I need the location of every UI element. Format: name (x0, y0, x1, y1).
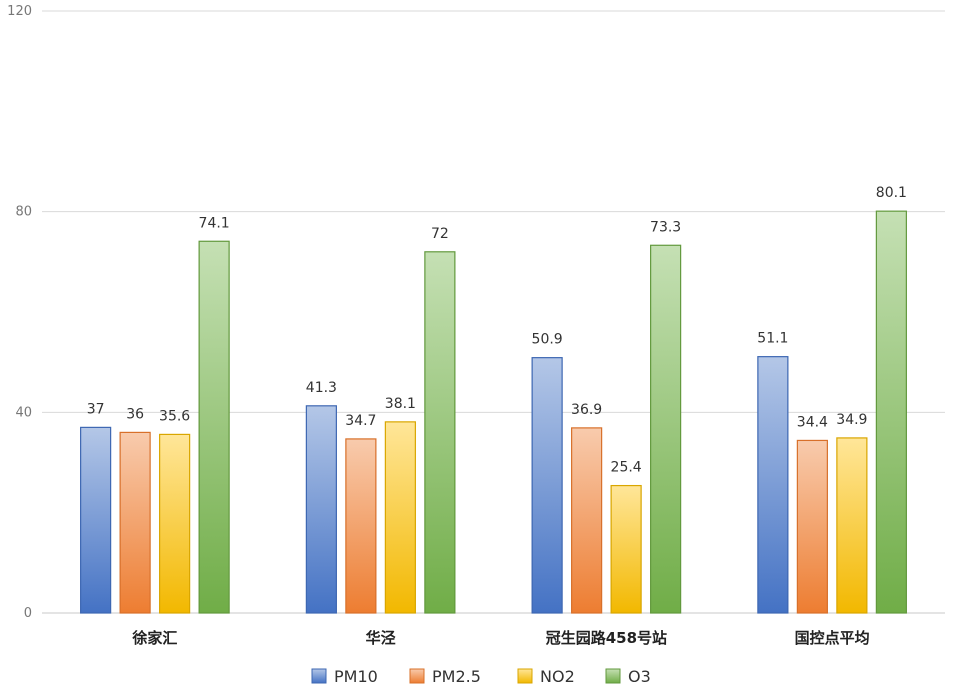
data-label: 74.1 (199, 215, 230, 231)
bar-pm2-5-1 (345, 438, 377, 614)
data-label: 34.7 (345, 413, 376, 429)
legend-item-pm2-5: PM2.5 (409, 667, 481, 686)
bar-no2-1 (384, 421, 416, 614)
y-axis-ticks: 0 40 80 120 (7, 4, 32, 621)
gridlines (42, 10, 945, 614)
data-label: 35.6 (159, 408, 190, 424)
x-category-label: 徐家汇 (131, 629, 177, 647)
x-category-label: 国控点平均 (795, 629, 870, 647)
bar-pm10-0 (80, 426, 112, 614)
bar-pm10-2 (531, 357, 563, 614)
bar-pm2-5-2 (571, 427, 603, 614)
legend-swatch (311, 668, 327, 684)
legend-label: O3 (628, 667, 651, 686)
x-axis: 徐家汇 华泾 冠生园路458号站 国控点平均 (131, 629, 869, 647)
legend-item-o3: O3 (605, 667, 651, 686)
legend: PM10 PM2.5 NO2 O3 (311, 667, 651, 686)
data-label: 37 (87, 401, 105, 417)
data-label: 36 (126, 406, 144, 422)
data-label: 72 (431, 226, 449, 242)
bar-o3-2 (650, 244, 682, 614)
data-label: 51.1 (757, 331, 788, 347)
x-category-label: 华泾 (366, 629, 396, 647)
bar-no2-0 (159, 433, 191, 614)
data-label: 36.9 (571, 402, 602, 418)
bar-o3-0 (198, 240, 230, 614)
data-label: 80.1 (876, 185, 907, 201)
bar-no2-3 (836, 437, 868, 614)
legend-swatch (517, 668, 533, 684)
bars (80, 210, 907, 614)
bar-pm10-3 (757, 356, 789, 614)
legend-swatch (605, 668, 621, 684)
y-tick-label: 0 (24, 606, 32, 621)
bar-no2-2 (610, 484, 642, 614)
legend-item-no2: NO2 (517, 667, 575, 686)
y-tick-label: 120 (7, 4, 32, 19)
y-tick-label: 40 (15, 405, 32, 420)
data-label: 34.9 (836, 412, 867, 428)
data-label: 25.4 (611, 460, 642, 476)
data-label: 41.3 (306, 380, 337, 396)
data-labels: 37 36 35.6 74.1 41.3 34.7 38.1 72 50.9 36.9 25.4 73… (87, 185, 907, 475)
data-label: 34.4 (797, 414, 828, 430)
bar-o3-1 (424, 251, 456, 614)
x-category-label: 冠生园路458号站 (546, 629, 667, 647)
y-tick-label: 80 (15, 205, 32, 220)
data-label: 38.1 (385, 396, 416, 412)
bar-pm2-5-3 (796, 439, 828, 614)
legend-label: NO2 (540, 667, 575, 686)
legend-label: PM10 (334, 667, 378, 686)
data-label: 73.3 (650, 219, 681, 235)
bar-pm10-1 (305, 405, 337, 614)
data-label: 50.9 (532, 332, 563, 348)
legend-item-pm10: PM10 (311, 667, 378, 686)
bar-pm2-5-0 (119, 431, 151, 614)
legend-swatch (409, 668, 425, 684)
legend-label: PM2.5 (432, 667, 481, 686)
bar-o3-3 (875, 210, 907, 614)
